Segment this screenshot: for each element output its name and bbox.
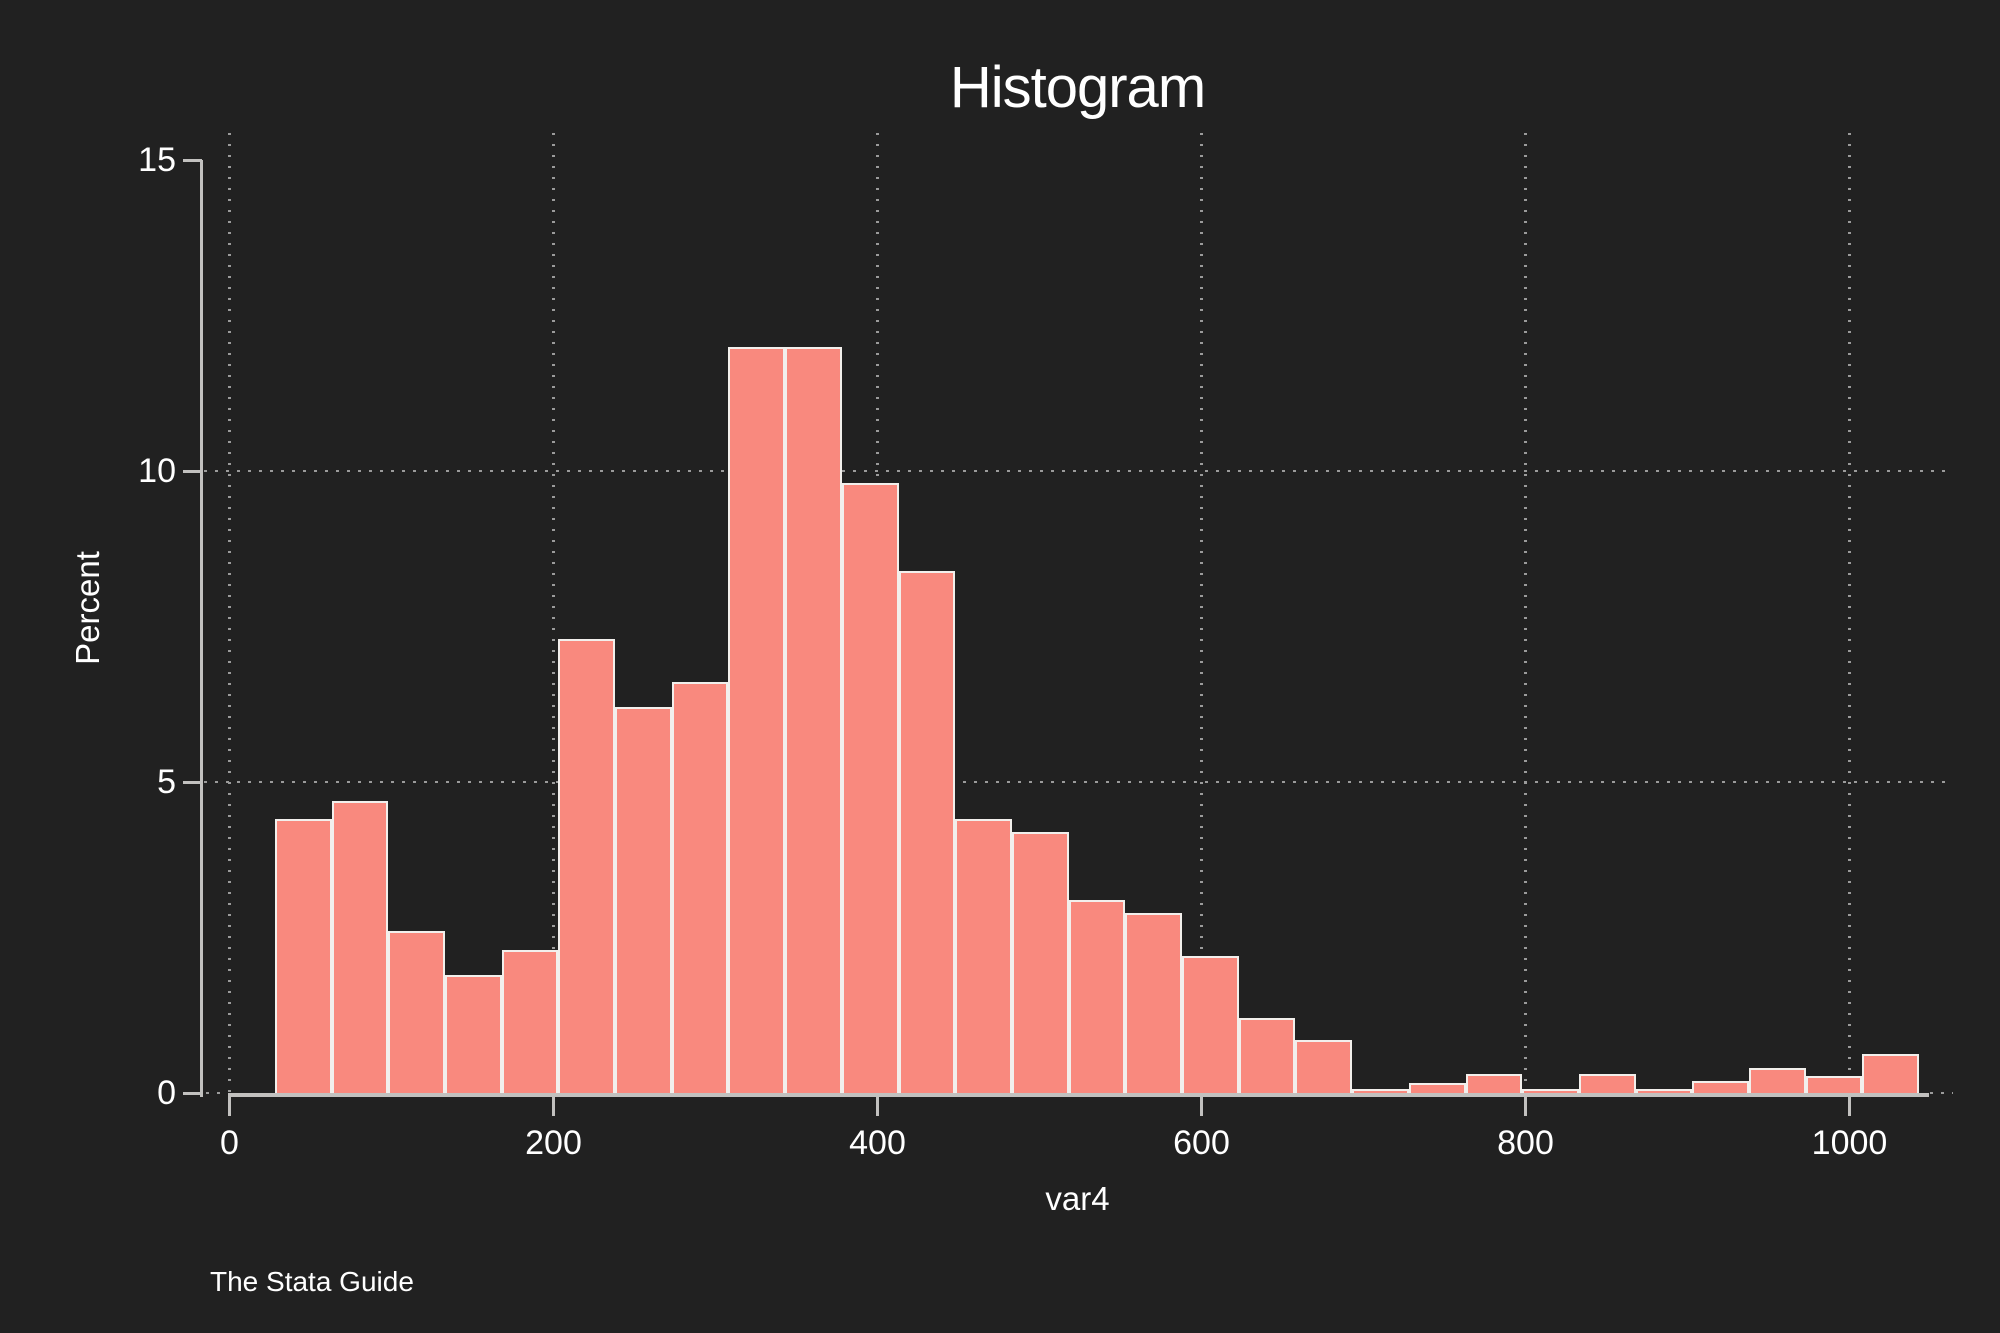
histogram-bar [615,707,672,1095]
y-tick-label: 5 [157,763,176,801]
histogram-bar [1635,1088,1693,1095]
histogram-bar [1182,956,1239,1095]
y-axis-tick [183,1091,202,1095]
gridline-zero-stub [206,1092,227,1094]
y-axis-line [200,160,203,1097]
histogram-bar [1578,1074,1636,1095]
y-tick-label: 10 [138,452,176,490]
gridline-vertical [1524,133,1527,1093]
histogram-bar [1352,1088,1409,1095]
histogram-bar [1238,1018,1296,1095]
y-axis-tick [183,469,202,473]
histogram-bar [1692,1080,1750,1095]
histogram-bar [1011,831,1069,1095]
gridline-horizontal [204,470,1953,472]
histogram-bar [1295,1040,1353,1095]
x-axis-tick [1200,1097,1203,1116]
gridline-vertical [228,133,231,1093]
histogram-bar [785,346,842,1095]
x-tick-label: 1000 [1811,1124,1888,1162]
histogram-bar [1522,1088,1579,1095]
histogram-bar [1465,1074,1523,1095]
histogram-bar [841,483,899,1095]
x-tick-label: 0 [220,1124,239,1162]
histogram-bar [1862,1053,1920,1095]
histogram-bar [1805,1075,1863,1095]
histogram-bar [1125,912,1183,1095]
x-axis-line [228,1093,1929,1097]
x-axis-tick [552,1097,555,1116]
x-axis-tick [1848,1097,1851,1116]
y-tick-label: 0 [157,1074,176,1112]
gridline-vertical [1200,133,1203,1093]
gridline-zero-stub [1930,1092,1953,1094]
chart-title: Histogram [949,55,1206,120]
x-axis-tick [876,1097,879,1116]
histogram-bar [274,819,332,1095]
histogram-bar [898,570,956,1095]
histogram-bar [671,682,729,1095]
caption-stata-guide: The Stata Guide [210,1266,414,1297]
x-axis-tick [1524,1097,1527,1116]
y-axis-tick [183,780,202,784]
histogram-bar [1068,900,1126,1095]
histogram-bar [444,974,502,1095]
x-tick-label: 600 [1173,1124,1230,1162]
histogram-bar [1408,1083,1466,1095]
gridline-vertical [1848,133,1851,1093]
histogram-bar [1749,1068,1806,1095]
x-tick-label: 400 [849,1124,906,1162]
histogram-bar [955,819,1012,1095]
histogram-bar [501,949,559,1095]
x-tick-label: 200 [525,1124,582,1162]
histogram-bar [558,638,616,1095]
gridline-vertical [552,133,555,1093]
y-axis-tick [183,158,202,162]
histogram-bar [331,800,389,1095]
histogram-bar [388,931,445,1095]
gridline-horizontal [204,781,1953,783]
x-axis-tick [228,1097,231,1116]
histogram-bar [728,346,786,1095]
x-tick-label: 800 [1497,1124,1554,1162]
y-tick-label: 15 [138,141,176,179]
x-axis-title: var4 [1045,1180,1110,1217]
